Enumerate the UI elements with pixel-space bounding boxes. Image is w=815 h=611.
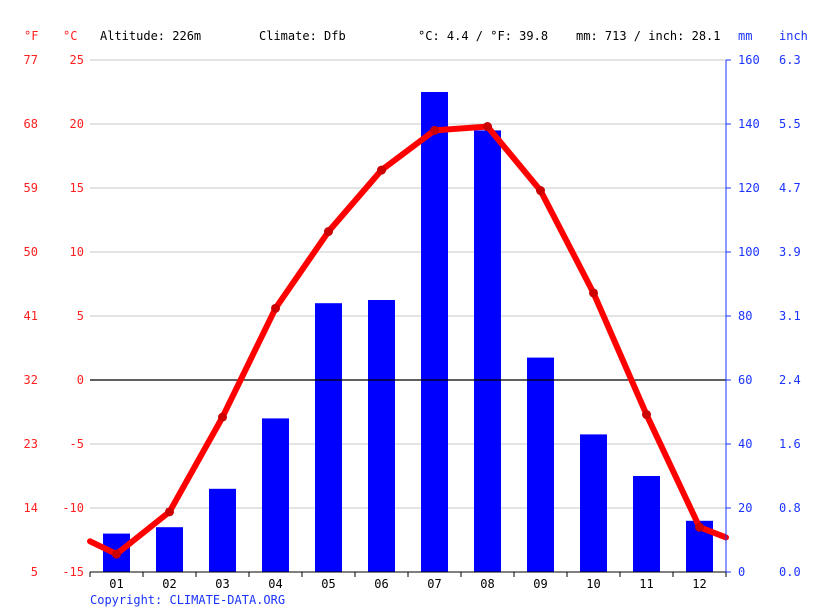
temperature-point <box>430 125 439 135</box>
mm-tick-label: 100 <box>738 245 760 259</box>
temperature-polyline <box>87 123 729 558</box>
celsius-tick-label: 10 <box>70 245 84 259</box>
fahrenheit-tick-label: 32 <box>24 373 38 387</box>
month-tick-label: 11 <box>639 577 653 591</box>
fahrenheit-tick-label: 50 <box>24 245 38 259</box>
month-tick-label: 02 <box>162 577 176 591</box>
precipitation-bars <box>103 92 713 572</box>
celsius-tick-label: -5 <box>70 437 84 451</box>
precipitation-bar <box>368 300 395 572</box>
climate-label: Climate: Dfb <box>259 29 346 43</box>
month-tick-label: 04 <box>268 577 282 591</box>
precipitation-bar <box>580 434 607 572</box>
precipitation-bar <box>262 418 289 572</box>
month-tick-label: 03 <box>215 577 229 591</box>
mm-tick-label: 60 <box>738 373 752 387</box>
inch-tick-label: 5.5 <box>779 117 801 131</box>
unit-mm-label: mm <box>738 29 752 43</box>
fahrenheit-tick-label: 5 <box>31 565 38 579</box>
month-tick-label: 09 <box>533 577 547 591</box>
month-tick-label: 06 <box>374 577 388 591</box>
precipitation-bar <box>474 130 501 572</box>
inch-tick-label: 3.1 <box>779 309 801 323</box>
axes <box>89 59 731 577</box>
temperature-point <box>589 288 598 298</box>
mm-tick-label: 20 <box>738 501 752 515</box>
precipitation-bar <box>315 303 342 572</box>
temperature-point <box>536 186 545 196</box>
inch-tick-label: 3.9 <box>779 245 801 259</box>
mm-tick-label: 40 <box>738 437 752 451</box>
inch-tick-label: 6.3 <box>779 53 801 67</box>
temperature-point <box>165 507 174 517</box>
precipitation-bar <box>156 527 183 572</box>
precipitation-bar <box>527 357 554 572</box>
fahrenheit-tick-label: 59 <box>24 181 38 195</box>
temperature-point <box>218 412 227 422</box>
temperature-point <box>271 303 280 313</box>
temperature-point <box>642 410 651 420</box>
inch-tick-label: 4.7 <box>779 181 801 195</box>
mm-tick-label: 0 <box>738 565 745 579</box>
header: °F °C Altitude: 226m Climate: Dfb °C: 4.… <box>24 29 808 43</box>
mm-tick-label: 140 <box>738 117 760 131</box>
celsius-tick-label: 25 <box>70 53 84 67</box>
celsius-tick-label: -10 <box>62 501 84 515</box>
temperature-line <box>87 122 729 559</box>
mm-tick-label: 80 <box>738 309 752 323</box>
month-tick-label: 05 <box>321 577 335 591</box>
altitude-label: Altitude: 226m <box>100 29 201 43</box>
inch-tick-label: 0.0 <box>779 565 801 579</box>
temperature-point <box>377 165 386 175</box>
copyright-text: Copyright: CLIMATE-DATA.ORG <box>90 593 285 607</box>
temperature-point <box>695 522 704 532</box>
celsius-tick-label: -15 <box>62 565 84 579</box>
inch-tick-label: 1.6 <box>779 437 801 451</box>
precipitation-bar <box>421 92 448 572</box>
month-tick-label: 08 <box>480 577 494 591</box>
month-tick-label: 10 <box>586 577 600 591</box>
unit-fahrenheit-label: °F <box>24 29 38 43</box>
unit-celsius-label: °C <box>63 29 77 43</box>
fahrenheit-tick-label: 77 <box>24 53 38 67</box>
tick-labels: 01 02 03 04 05 06 07 08 09 10 11 125 -15 0 0.014 -10 20 0… <box>24 53 801 591</box>
month-tick-label: 12 <box>692 577 706 591</box>
mm-tick-label: 120 <box>738 181 760 195</box>
precipitation-bar <box>209 488 236 572</box>
inch-tick-label: 0.8 <box>779 501 801 515</box>
fahrenheit-tick-label: 23 <box>24 437 38 451</box>
precipitation-summary: mm: 713 / inch: 28.1 <box>576 29 721 43</box>
unit-inch-label: inch <box>779 29 808 43</box>
month-tick-label: 01 <box>109 577 123 591</box>
temperature-point <box>112 549 121 559</box>
temperature-summary: °C: 4.4 / °F: 39.8 <box>418 29 548 43</box>
celsius-tick-label: 0 <box>77 373 84 387</box>
precipitation-bar <box>633 476 660 572</box>
mm-tick-label: 160 <box>738 53 760 67</box>
celsius-tick-label: 20 <box>70 117 84 131</box>
month-tick-label: 07 <box>427 577 441 591</box>
celsius-tick-label: 5 <box>77 309 84 323</box>
temperature-point <box>324 227 333 237</box>
celsius-tick-label: 15 <box>70 181 84 195</box>
fahrenheit-tick-label: 68 <box>24 117 38 131</box>
temperature-point <box>483 122 492 132</box>
grid-lines <box>90 59 726 573</box>
fahrenheit-tick-label: 41 <box>24 309 38 323</box>
fahrenheit-tick-label: 14 <box>24 501 38 515</box>
inch-tick-label: 2.4 <box>779 373 801 387</box>
